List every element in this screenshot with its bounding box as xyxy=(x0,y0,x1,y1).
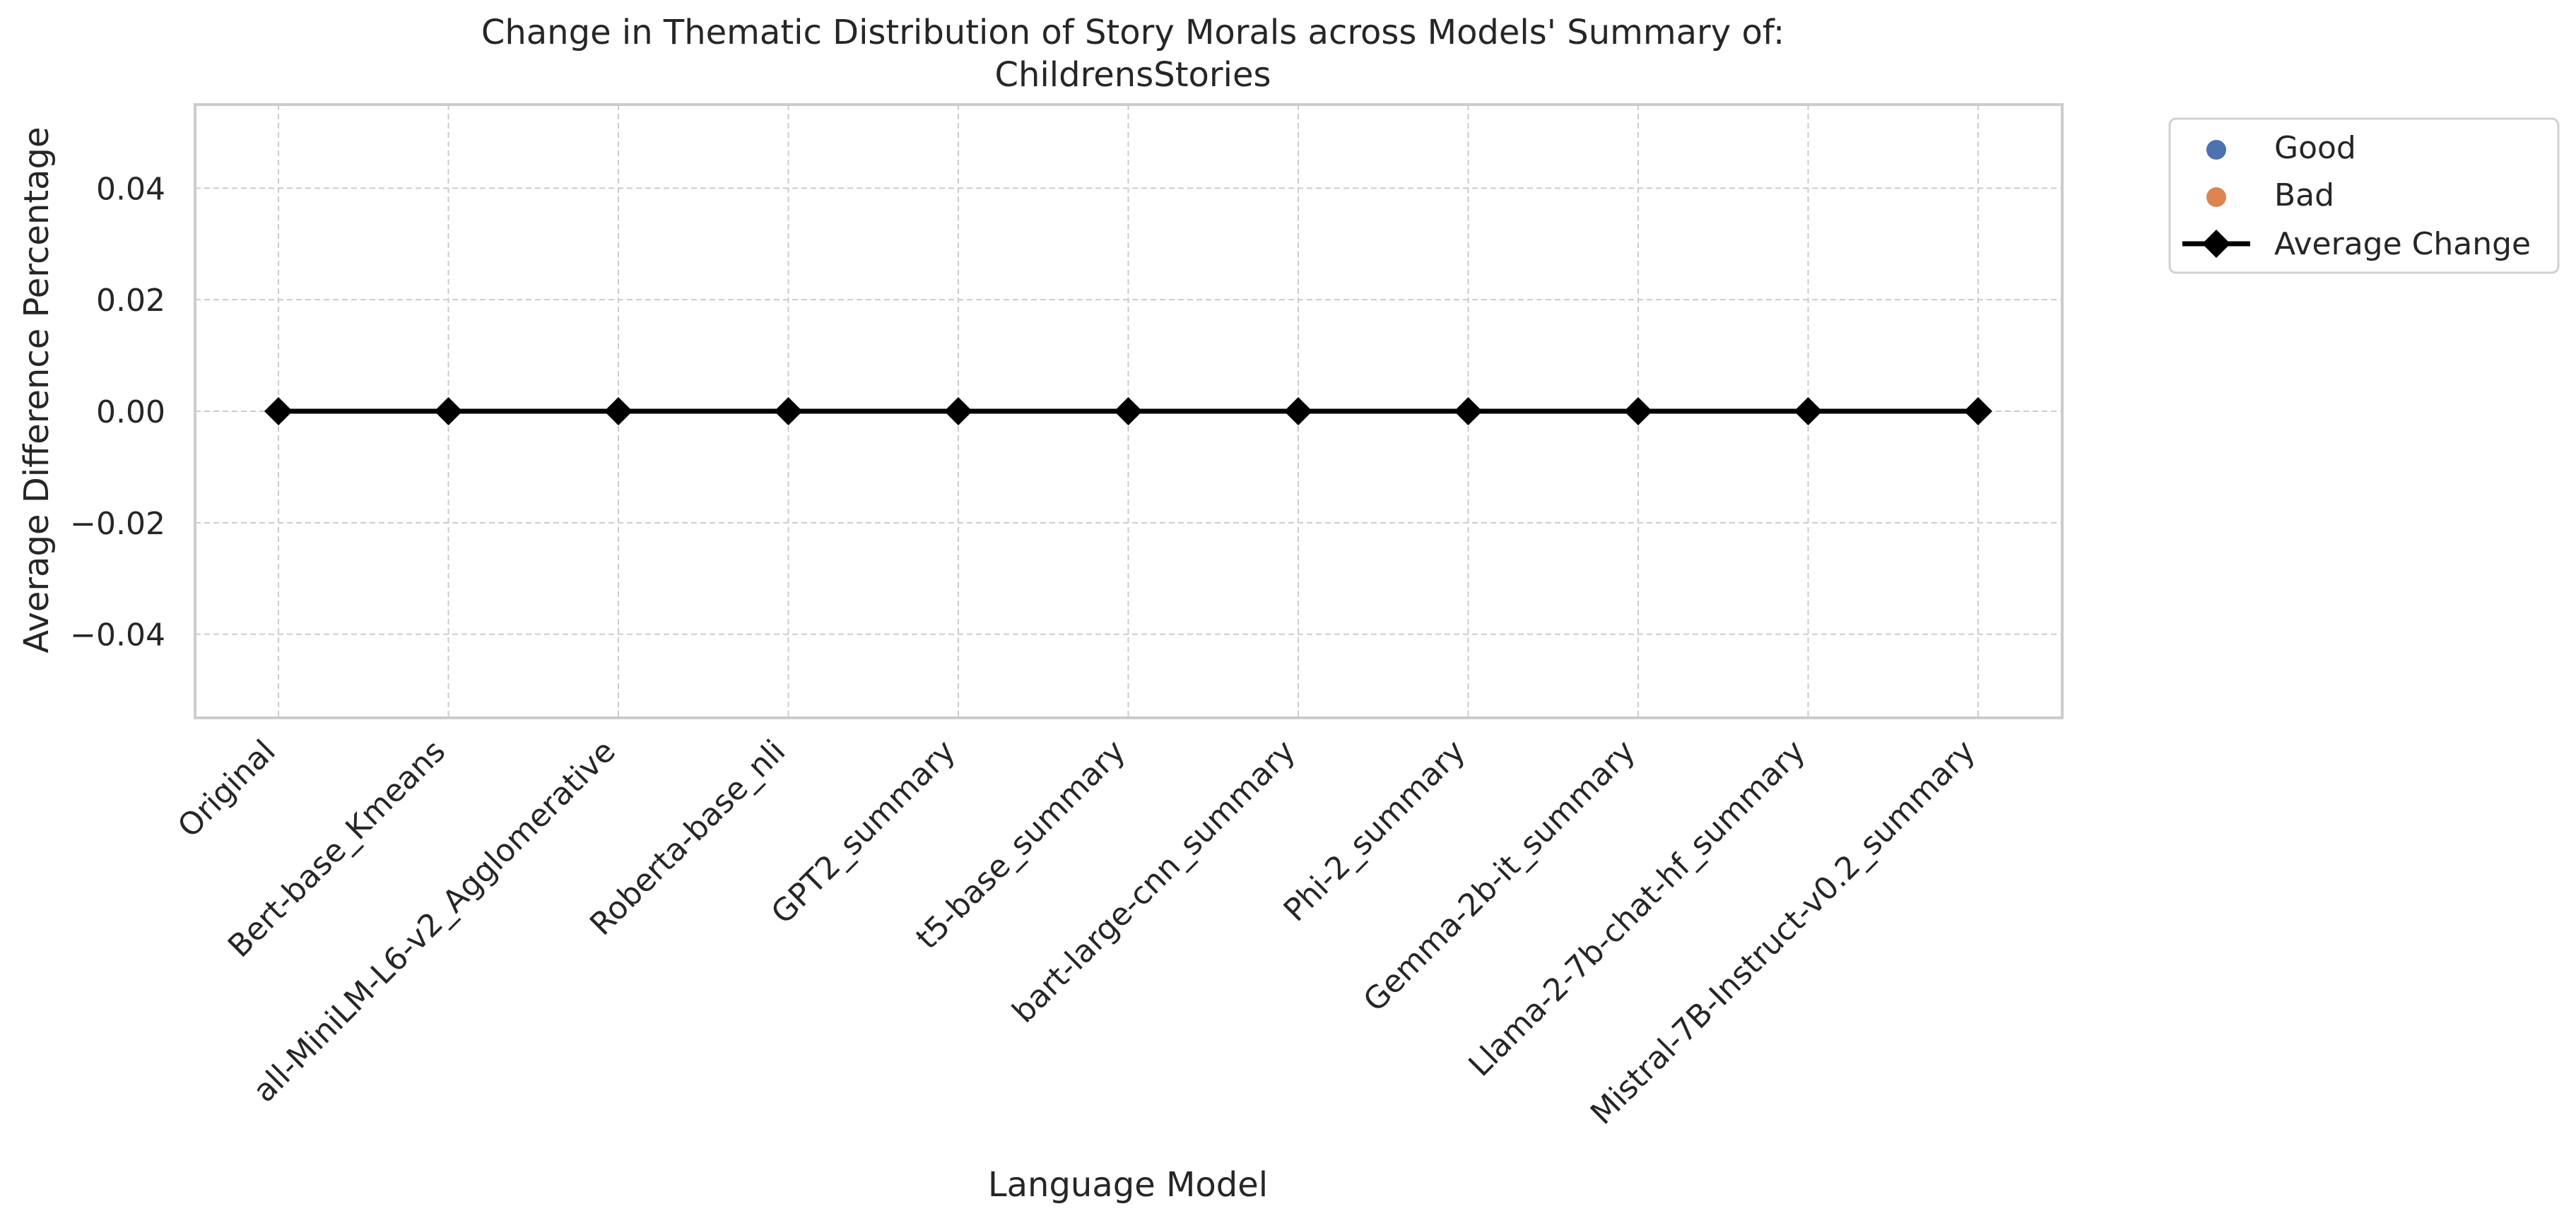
legend-label-good: Good xyxy=(2274,130,2356,166)
average-change-point xyxy=(944,397,972,425)
legend-marker-bad xyxy=(2206,187,2226,207)
average-change-point xyxy=(1114,397,1143,425)
y-axis-label: Average Difference Percentage xyxy=(17,126,57,653)
y-axis-ticks: 0.04 0.02 0.00 −0.02 −0.04 xyxy=(70,171,165,653)
y-tick-label: 0.02 xyxy=(96,283,165,319)
y-tick-label: −0.02 xyxy=(70,506,165,542)
y-tick-label: −0.04 xyxy=(70,618,165,654)
legend-label-average-change: Average Change xyxy=(2274,226,2531,262)
legend-marker-average-change xyxy=(2202,230,2230,258)
legend-marker-good xyxy=(2206,140,2226,160)
average-change-point xyxy=(1964,397,1992,425)
legend-frame xyxy=(2168,117,2560,274)
series-average-change xyxy=(264,397,1992,425)
x-axis-label: Language Model xyxy=(988,1165,1268,1205)
average-change-point xyxy=(774,397,803,425)
average-change-point xyxy=(434,397,463,425)
plot-area-border xyxy=(194,103,2064,719)
chart-title: Change in Thematic Distribution of Story… xyxy=(481,13,1784,52)
average-change-point xyxy=(604,397,633,425)
plot-frame xyxy=(194,103,2064,719)
average-change-point xyxy=(1284,397,1312,425)
y-tick-label: 0.00 xyxy=(96,394,165,430)
legend: Good Bad Average Change xyxy=(2168,117,2560,274)
legend-label-bad: Bad xyxy=(2274,177,2334,213)
average-change-point xyxy=(1454,397,1483,425)
y-tick-label: 0.04 xyxy=(96,171,165,207)
chart-subtitle: ChildrensStories xyxy=(995,55,1271,95)
average-change-point xyxy=(264,397,293,425)
average-change-point xyxy=(1624,397,1652,425)
average-change-point xyxy=(1794,397,1823,425)
